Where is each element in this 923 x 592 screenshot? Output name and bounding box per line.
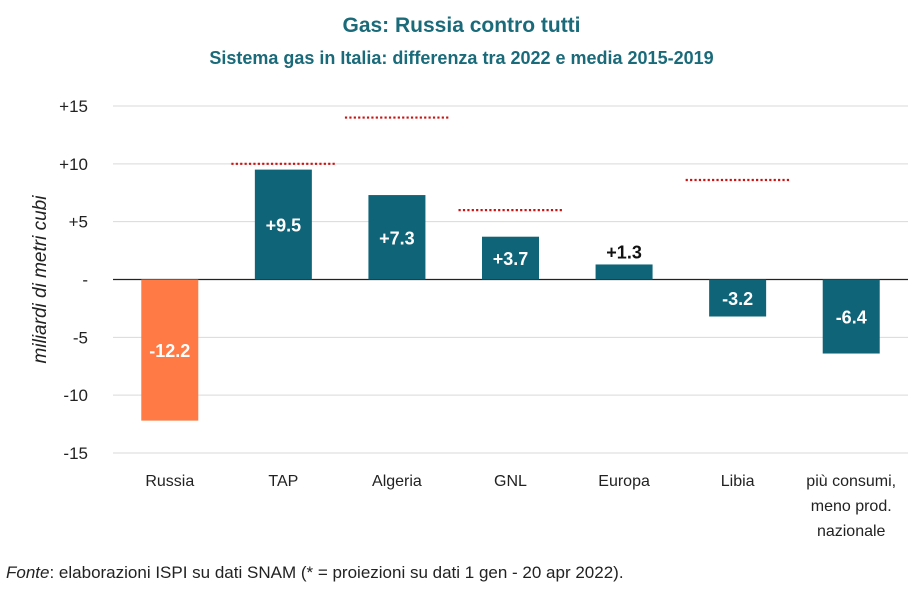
y-axis-label: miliardi di metri cubi xyxy=(30,195,51,364)
y-tick-label: +5 xyxy=(69,213,88,232)
y-tick-label: -5 xyxy=(73,328,88,347)
bar-value-label: -3.2 xyxy=(722,289,753,309)
y-tick-label: +15 xyxy=(59,97,88,116)
bar-russia xyxy=(141,279,199,421)
bar-value-label: +7.3 xyxy=(379,228,415,248)
source-note: Fonte: elaborazioni ISPI su dati SNAM (*… xyxy=(6,563,624,583)
x-category-label: Algeria xyxy=(372,473,422,490)
bar-algeria xyxy=(368,195,426,280)
x-category-label: TAP xyxy=(268,473,298,490)
bar-libia xyxy=(709,279,767,317)
y-tick-label: -10 xyxy=(63,386,88,405)
bar-value-label: -6.4 xyxy=(836,308,867,328)
x-category-label: Libia xyxy=(721,473,755,490)
chart-title: Gas: Russia contro tutti xyxy=(342,14,581,37)
bar-value-label: +9.5 xyxy=(266,216,302,236)
x-category-label: nazionale xyxy=(817,523,886,540)
bar-value-label: +1.3 xyxy=(606,242,642,262)
bar-europa xyxy=(595,264,653,280)
bar-pi xyxy=(822,279,880,354)
x-category-label: più consumi, xyxy=(806,473,896,490)
y-tick-label: -15 xyxy=(63,444,88,463)
bar-value-label: -12.2 xyxy=(149,341,190,361)
source-text: : elaborazioni ISPI su dati SNAM (* = pr… xyxy=(49,563,624,582)
chart-subtitle: Sistema gas in Italia: differenza tra 20… xyxy=(209,48,714,68)
x-category-label: GNL xyxy=(494,473,527,490)
y-tick-label: - xyxy=(82,271,88,290)
x-category-label: meno prod. xyxy=(811,498,892,515)
bar-value-label: +3.7 xyxy=(493,249,529,269)
bar-tap xyxy=(254,169,312,280)
x-category-label: Europa xyxy=(598,473,650,490)
y-tick-label: +10 xyxy=(59,155,88,174)
x-category-label: Russia xyxy=(145,473,194,490)
source-label: Fonte xyxy=(6,563,50,582)
bar-gnl xyxy=(482,236,539,280)
